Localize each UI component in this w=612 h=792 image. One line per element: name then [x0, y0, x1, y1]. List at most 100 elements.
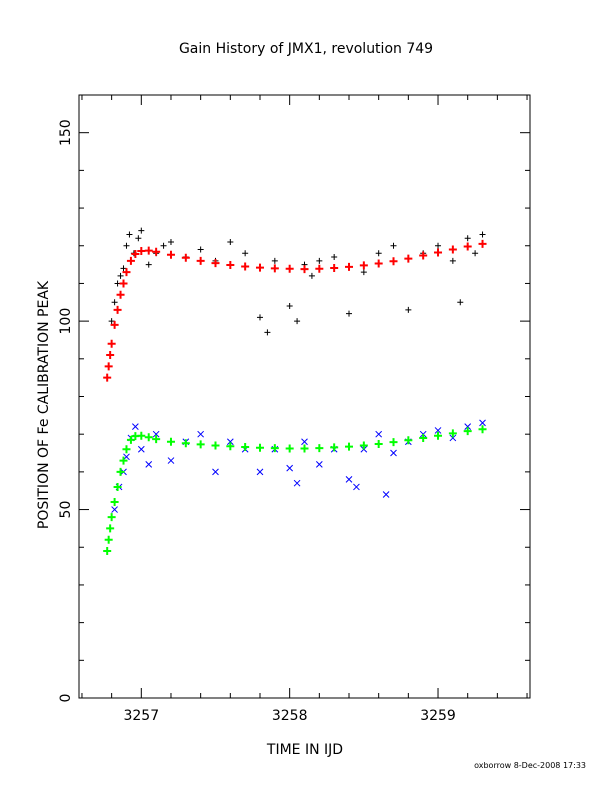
data-point [110, 498, 119, 507]
data-point [434, 248, 443, 257]
data-point [405, 306, 412, 313]
y-tick-label: 150 [58, 119, 74, 146]
data-point [116, 290, 125, 299]
data-point [315, 444, 324, 453]
data-point [241, 262, 250, 271]
data-point [137, 445, 145, 453]
x-tick-label: 3259 [420, 708, 456, 724]
data-point [286, 464, 294, 472]
data-point [293, 479, 301, 487]
data-point [116, 467, 125, 476]
data-point [166, 250, 175, 259]
data-point [126, 435, 135, 444]
data-point [111, 299, 118, 306]
data-point [478, 425, 487, 434]
data-point [137, 247, 146, 256]
data-point [103, 373, 112, 382]
data-point [167, 457, 175, 464]
data-point [144, 433, 153, 442]
data-point [472, 250, 479, 257]
data-point [226, 442, 235, 451]
data-point [255, 263, 264, 272]
data-point [119, 456, 128, 465]
data-point [346, 310, 353, 317]
data-point [242, 250, 249, 257]
series-2 [103, 239, 487, 382]
data-point [463, 427, 472, 436]
data-point [107, 339, 116, 348]
data-point [478, 239, 487, 248]
data-point [226, 260, 235, 269]
data-point [126, 231, 133, 238]
data-point [434, 427, 442, 434]
data-point [104, 362, 113, 371]
data-point [479, 231, 486, 238]
plot-marks [103, 227, 487, 556]
data-point [457, 299, 464, 306]
x-tick-label: 3257 [123, 708, 159, 724]
x-axis-label: TIME IN IJD [266, 742, 343, 758]
data-point [135, 235, 142, 242]
data-point [117, 272, 124, 279]
data-point [111, 506, 118, 513]
data-point [360, 269, 367, 276]
data-point [300, 265, 309, 274]
data-point [126, 256, 135, 265]
data-point [227, 238, 234, 245]
data-point [270, 444, 279, 453]
data-point [449, 434, 457, 442]
data-point [113, 305, 122, 314]
chart-title: Gain History of JMX1, revolution 749 [179, 41, 433, 57]
data-point [345, 262, 354, 271]
data-point [359, 261, 368, 270]
data-point [103, 547, 112, 556]
data-point [419, 433, 428, 442]
data-point [119, 279, 128, 288]
data-point [464, 423, 472, 431]
data-point [197, 430, 205, 438]
y-tick-label: 50 [58, 501, 74, 519]
data-point [241, 443, 250, 452]
data-point [110, 320, 119, 329]
data-point [211, 259, 220, 268]
data-point [464, 235, 471, 242]
data-point [196, 256, 205, 265]
data-point [264, 329, 271, 336]
data-point [308, 272, 315, 279]
data-point [315, 460, 323, 468]
data-point [390, 449, 397, 457]
data-point [286, 303, 293, 310]
data-point [107, 513, 116, 522]
data-point [404, 436, 413, 445]
data-point [145, 261, 152, 268]
data-point [152, 430, 160, 438]
data-point [330, 443, 339, 452]
data-point [331, 254, 338, 261]
data-point [106, 524, 115, 533]
data-point [152, 247, 161, 256]
data-point [300, 444, 309, 453]
data-point [419, 251, 428, 260]
data-point [226, 438, 234, 446]
data-point [316, 257, 323, 264]
data-point [122, 445, 131, 454]
data-point [271, 257, 278, 264]
data-point [449, 257, 456, 264]
data-point [181, 253, 190, 262]
data-point [359, 441, 368, 450]
data-point [345, 476, 353, 483]
data-point [330, 263, 339, 272]
data-point [389, 257, 398, 266]
data-point [374, 259, 383, 268]
data-point [390, 242, 397, 249]
data-point [404, 254, 413, 263]
x-axis: 3257 3258 3259 [81, 95, 528, 724]
data-point [353, 483, 360, 491]
data-point [104, 535, 113, 544]
data-point [256, 468, 264, 476]
data-point [285, 444, 294, 453]
data-point [160, 242, 167, 249]
series-0 [108, 227, 486, 336]
data-point [479, 419, 486, 427]
